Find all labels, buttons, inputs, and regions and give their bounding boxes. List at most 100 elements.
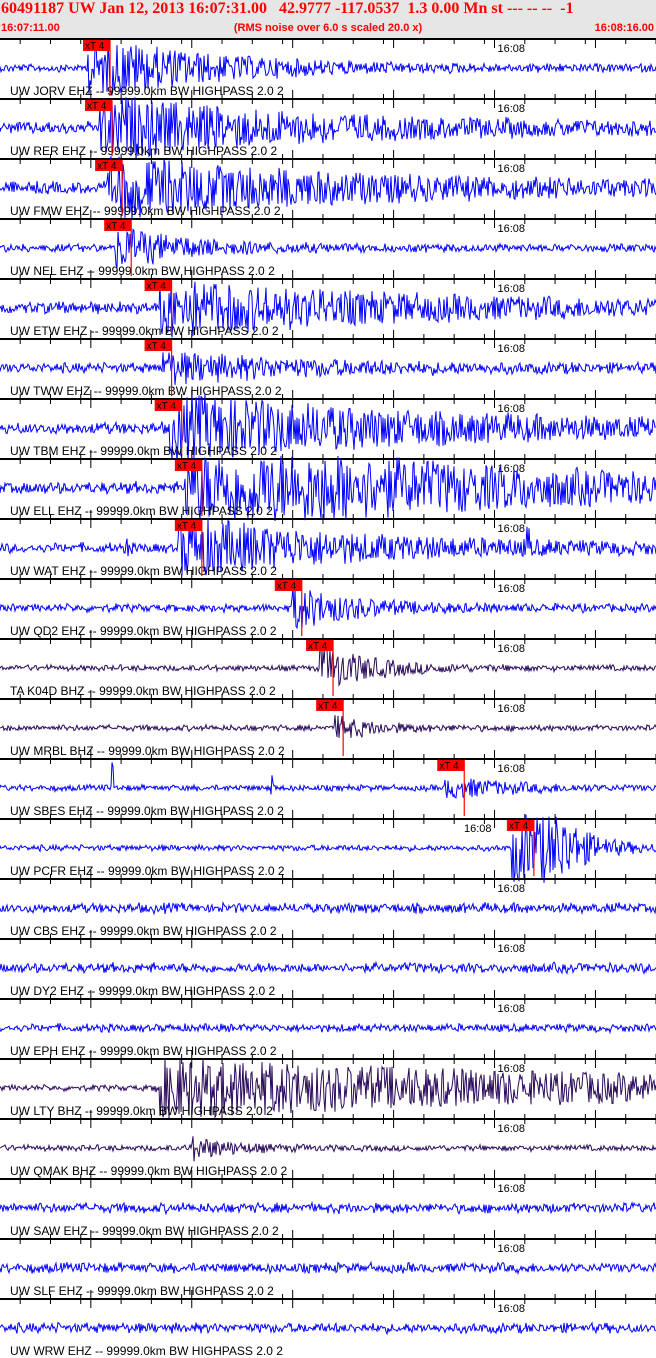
station-label: UW JORV EHZ -- 99999.0km BW HIGHPASS 2.0… [10,84,284,98]
pick-label: xT 4 [157,401,177,412]
station-label: UW FMW EHZ -- 99999.0km BW HIGHPASS 2.0 … [10,204,281,218]
tick-label-16-08: 16:08 [498,883,526,895]
tick-label-16-08: 16:08 [498,703,526,715]
waveform-trace [0,1022,656,1035]
seismogram-panel: 16:08 UW JORV EHZ -- 99999.0km BW HIGHPAS… [0,38,656,1358]
pick-flag [144,280,172,291]
station-label: UW PCFR EHZ -- 99999.0km BW HIGHPASS 2.0… [10,864,285,878]
waveform-trace [0,281,656,338]
pick-label: xT 4 [509,821,529,832]
pick-flag [437,760,465,771]
station-label: UW SLF EHZ -- 99999.0km BW HIGHPASS 2.0 … [10,1284,274,1298]
station-label: UW SBES EHZ -- 99999.0km BW HIGHPASS 2.0… [10,804,284,818]
station-label: UW EPH EHZ -- 99999.0km BW HIGHPASS 2.0 … [10,1044,277,1058]
pick-label: xT 4 [106,221,126,232]
tick-label-16-08: 16:08 [498,1123,526,1135]
pick-label: xT 4 [147,281,167,292]
pick-label: xT 4 [277,581,297,592]
tick-label-16-08: 16:08 [498,1063,526,1075]
pick-label: xT 4 [177,521,197,532]
tick-label-16-08: 16:08 [498,1303,526,1315]
tick-label-16-08: 16:08 [498,163,526,175]
waveform-trace [0,41,656,96]
station-label: UW SAW EHZ -- 99999.0km BW HIGHPASS 2.0 … [10,1224,279,1238]
waveform-trace [0,352,656,385]
station-label: UW MRBL BHZ -- 99999.0km BW HIGHPASS 2.0… [10,744,285,758]
station-label: UW TBM EHZ -- 99999.0km BW HIGHPASS 2.0 … [10,444,277,458]
tick-label-16-08: 16:08 [498,1183,526,1195]
tick-label-16-08: 16:08 [498,283,526,295]
waveform-trace [0,1200,656,1216]
pick-flag [306,640,334,651]
pick-label: xT 4 [87,101,107,112]
station-label: UW DY2 EHZ -- 99999.0km BW HIGHPASS 2.0 … [10,984,276,998]
waveform-trace [0,1058,656,1119]
station-label: UW QMAK BHZ -- 99999.0km BW HIGHPASS 2.0… [10,1164,288,1178]
station-label: UW LTY BHZ -- 99999.0km BW HIGHPASS 2.0 … [10,1104,273,1118]
waveform-trace [0,901,656,916]
noise-note: (RMS noise over 6.0 s scaled 20.0 x) [233,22,423,34]
pick-flag [144,340,172,351]
waveform-trace [0,644,656,687]
station-label: TA K04D BHZ -- 99999.0km BW HIGHPASS 2.0… [10,684,276,698]
waveform-trace [0,1136,656,1162]
tick-label-16-08: 16:08 [498,343,526,355]
tick-label-16-08: 16:08 [498,223,526,235]
pick-flag [316,700,344,711]
waveform-trace [0,517,656,576]
tick-label-16-08: 16:08 [498,643,526,655]
waveform-trace [0,960,656,975]
waveform-trace [0,762,656,799]
tick-label-16-08: 16:08 [498,1243,526,1255]
pick-label: xT 4 [147,341,167,352]
tick-label-16-08: 16:08 [498,763,526,775]
station-label: UW QD2 EHZ -- 99999.0km BW HIGHPASS 2.0 … [10,624,277,638]
pick-flag [174,460,202,471]
tick-label-16-08: 16:08 [498,43,526,55]
pick-label: xT 4 [318,701,338,712]
pick-label: xT 4 [85,41,105,52]
waveform-trace [0,1260,656,1276]
pick-flag [154,400,182,411]
tick-label-16-08: 16:08 [498,583,526,595]
tick-label-16-08: 16:08 [498,943,526,955]
tick-label-16-08: 16:08 [498,523,526,535]
waveform-trace [0,1321,656,1336]
waveform-trace [0,715,656,738]
tick-label-16-08: 16:08 [498,103,526,115]
pick-label: xT 4 [177,461,197,472]
waveform-trace [0,585,656,630]
pick-flag [506,820,534,831]
pick-flag [174,520,202,531]
waveform-trace [0,393,656,464]
pick-label: xT 4 [308,641,328,652]
waveform-trace [0,814,656,883]
station-label: UW ELL EHZ -- 99999.0km BW HIGHPASS 2.0 … [10,504,273,518]
pick-flag [85,100,113,111]
station-label: UW NEL EHZ -- 99999.0km BW HIGHPASS 2.0 … [10,264,275,278]
waveform-trace [0,97,656,160]
pick-flag [95,160,123,171]
pick-flag [104,220,132,231]
header: 60491187 UW Jan 12, 2013 16:07:31.00 42.… [0,0,656,38]
tick-label-16-08: 16:08 [498,1003,526,1015]
tick-label-16-08: 16:08 [498,463,526,475]
waveform-trace [0,156,656,220]
station-label: UW WRW EHZ -- 99999.0km BW HIGHPASS 2.0 … [10,1344,283,1358]
pick-flag [274,580,302,591]
tick-label-16-08: 16:08 [464,823,492,835]
start-time: 16:07:11.00 [1,22,60,34]
tick-label-16-08: 16:08 [498,403,526,415]
pick-label: xT 4 [439,761,459,772]
station-label: UW RER EHZ -- 99999.0km BW HIGHPASS 2.0 … [10,144,278,158]
station-label: UW TWW EHZ -- 99999.0km BW HIGHPASS 2.0 … [10,384,282,398]
pick-flag [83,40,111,51]
station-label: UW CBS EHZ -- 99999.0km BW HIGHPASS 2.0 … [10,924,277,938]
station-label: UW WAT EHZ -- 99999.0km BW HIGHPASS 2.0 … [10,564,277,578]
waveform-trace [0,455,656,522]
event-title: 60491187 UW Jan 12, 2013 16:07:31.00 42.… [1,0,574,17]
waveform-trace [0,228,656,269]
station-label: UW ETW EHZ -- 99999.0km BW HIGHPASS 2.0 … [10,324,279,338]
pick-label: xT 4 [97,161,117,172]
end-time: 16:08:16.00 [594,22,654,34]
